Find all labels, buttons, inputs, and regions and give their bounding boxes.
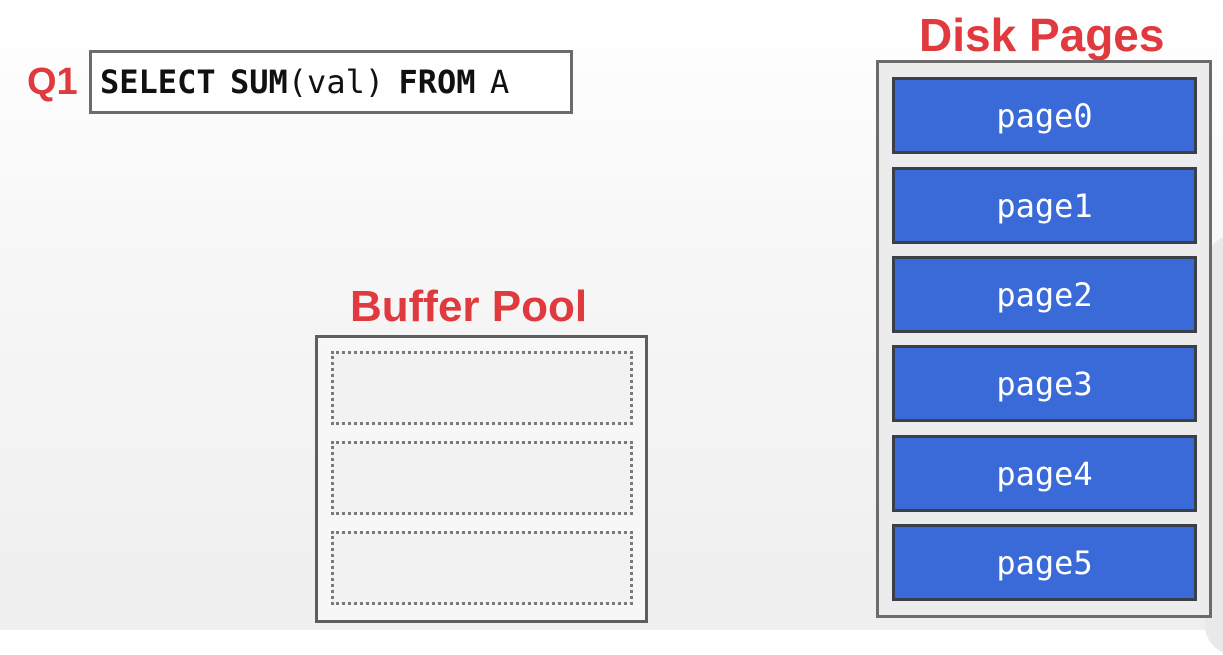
query-token-select: SELECT — [100, 63, 216, 101]
query-box: SELECT SUM(val) FROM A — [89, 50, 573, 114]
buffer-pool-slot-2 — [331, 531, 633, 605]
disk-page-5: page5 — [892, 524, 1197, 601]
disk-page-0: page0 — [892, 77, 1197, 154]
buffer-pool-title: Buffer Pool — [350, 282, 588, 331]
buffer-pool-slot-1 — [331, 441, 633, 515]
disk-page-2: page2 — [892, 256, 1197, 333]
query-token-sum: SUM — [229, 63, 288, 101]
disk-pages-box: page0 page1 page2 page3 page4 page5 — [876, 60, 1212, 618]
query-token-from: FROM — [398, 63, 476, 101]
buffer-pool-box — [315, 335, 648, 623]
disk-page-1: page1 — [892, 167, 1197, 244]
query-token-args: (val) — [287, 63, 385, 101]
query-label: Q1 — [27, 61, 78, 103]
disk-page-4: page4 — [892, 435, 1197, 512]
disk-pages-title: Disk Pages — [919, 9, 1165, 61]
buffer-pool-slot-0 — [331, 351, 633, 425]
disk-page-3: page3 — [892, 345, 1197, 422]
query-token-table: A — [489, 63, 510, 101]
